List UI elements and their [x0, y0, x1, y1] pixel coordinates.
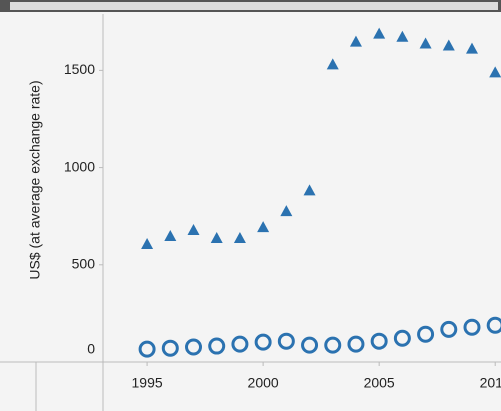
y-tick-label: 1500: [64, 61, 95, 77]
triangle-point: [303, 184, 316, 196]
circle-point: [417, 325, 435, 343]
x-tick-label: 1995: [132, 375, 163, 391]
plot: [138, 27, 501, 358]
circle-point: [254, 333, 272, 351]
circle-point: [440, 320, 458, 338]
circle-point: [277, 332, 295, 350]
triangle-point: [326, 58, 339, 70]
circle-point: [370, 332, 388, 350]
triangle-point: [442, 39, 455, 51]
circle-point: [393, 329, 411, 347]
circle-point: [347, 335, 365, 353]
circle-point: [301, 336, 319, 354]
triangle-point: [489, 66, 501, 78]
triangle-point: [164, 230, 177, 242]
triangle-point: [187, 223, 200, 235]
x-tick-label: 2005: [364, 375, 395, 391]
y-axis-label: US$ (at average exchange rate): [27, 80, 43, 279]
triangle-point: [419, 37, 432, 49]
y-tick-label: 500: [72, 255, 96, 271]
x-tick-label: 2000: [248, 375, 279, 391]
triangle-point: [257, 221, 270, 233]
header-strip: [10, 2, 498, 10]
circle-point: [463, 318, 481, 336]
triangle-point: [373, 27, 386, 39]
triangle-point: [396, 30, 409, 42]
y-tick-label: 0: [87, 341, 95, 357]
triangle-point: [233, 231, 246, 243]
circle-point: [161, 339, 179, 357]
circle-point: [185, 338, 203, 356]
circle-point: [324, 336, 342, 354]
circle-point: [231, 335, 249, 353]
circle-point: [486, 316, 501, 334]
x-tick-label: 2010: [480, 375, 501, 391]
triangle-point: [280, 205, 293, 217]
y-tick-label: 1000: [64, 158, 95, 174]
triangle-point: [349, 35, 362, 47]
circle-point: [208, 337, 226, 355]
triangle-point: [141, 237, 154, 249]
triangle-point: [465, 42, 478, 54]
triangle-point: [210, 231, 223, 243]
circle-point: [138, 340, 156, 358]
